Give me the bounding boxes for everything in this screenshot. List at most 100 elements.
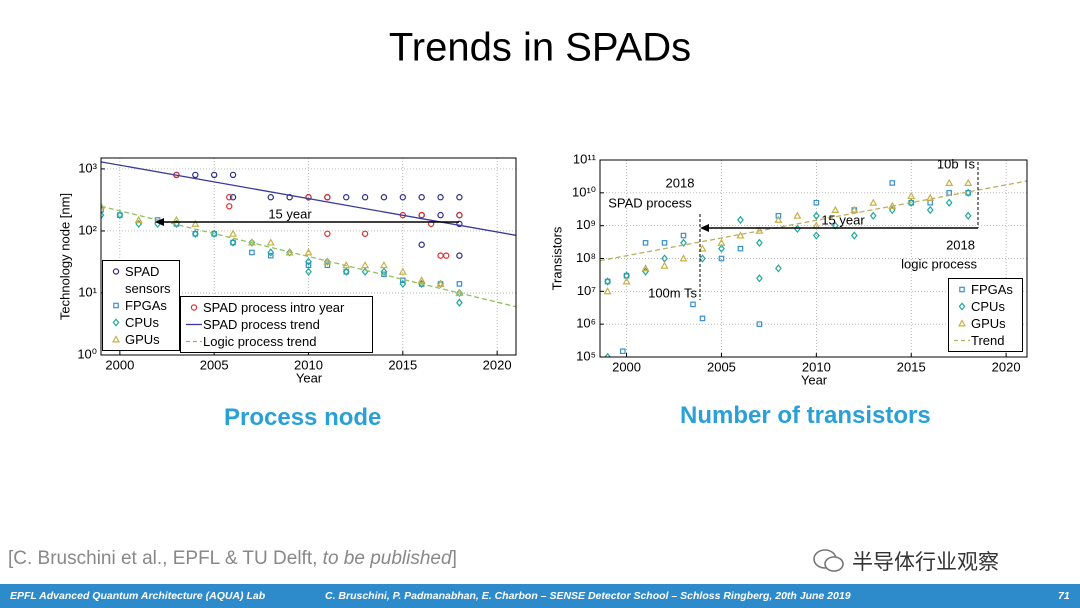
arrow-head bbox=[155, 218, 164, 226]
footer-left: EPFL Advanced Quantum Architecture (AQUA… bbox=[10, 590, 266, 602]
y-tick-label: 10⁰ bbox=[77, 346, 97, 361]
page-number: 71 bbox=[1058, 590, 1070, 602]
marker bbox=[736, 231, 745, 239]
legend-label: SPAD process trend bbox=[203, 317, 320, 332]
x-tick-label: 2020 bbox=[483, 357, 512, 372]
marker bbox=[305, 267, 312, 276]
marker bbox=[680, 232, 687, 239]
x-tick-label: 2015 bbox=[897, 359, 926, 374]
marker bbox=[361, 230, 369, 237]
annotation: 10b Ts bbox=[937, 156, 976, 171]
x-axis-label: Year bbox=[801, 372, 828, 387]
marker bbox=[437, 211, 444, 219]
marker bbox=[756, 321, 763, 327]
marker bbox=[957, 319, 967, 327]
x-tick-label: 2020 bbox=[992, 359, 1021, 374]
marker bbox=[361, 261, 370, 269]
y-tick-label: 10⁵ bbox=[576, 348, 596, 363]
marker bbox=[456, 298, 463, 307]
x-tick-label: 2005 bbox=[200, 357, 229, 372]
legend-item: SPAD process trend bbox=[185, 316, 368, 333]
x-tick-label: 2010 bbox=[294, 357, 323, 372]
marker bbox=[456, 220, 463, 228]
legend-item: FPGAs bbox=[953, 281, 1018, 298]
marker bbox=[660, 261, 669, 269]
marker bbox=[680, 238, 687, 247]
marker bbox=[443, 252, 450, 259]
watermark: 半导体行业观察 bbox=[812, 546, 999, 576]
marker bbox=[869, 211, 877, 220]
marker bbox=[869, 198, 878, 206]
marker bbox=[418, 194, 425, 201]
trend-line bbox=[600, 180, 1027, 262]
legend-swatch bbox=[957, 319, 967, 327]
marker bbox=[604, 277, 611, 286]
y-tick-label: 10⁶ bbox=[576, 316, 596, 331]
legend: SPAD process intro year SPAD process tren… bbox=[180, 296, 373, 353]
marker bbox=[112, 268, 120, 275]
marker bbox=[305, 262, 312, 269]
plot bbox=[101, 161, 516, 308]
marker bbox=[641, 264, 650, 272]
marker bbox=[831, 205, 840, 214]
annotation: 2018 bbox=[666, 175, 695, 190]
marker bbox=[380, 194, 388, 201]
marker bbox=[267, 194, 274, 201]
marker bbox=[190, 304, 198, 311]
marker bbox=[775, 264, 782, 273]
citation-text: ] bbox=[451, 548, 457, 569]
marker bbox=[737, 245, 744, 252]
marker bbox=[192, 171, 199, 179]
marker bbox=[113, 302, 119, 309]
marker bbox=[756, 274, 763, 283]
legend-label: CPUs bbox=[125, 315, 159, 330]
arrow-head bbox=[700, 224, 709, 232]
marker bbox=[342, 267, 350, 276]
marker bbox=[229, 229, 238, 237]
marker bbox=[226, 203, 233, 210]
legend-item: CPUs bbox=[953, 298, 1018, 315]
marker bbox=[926, 205, 934, 215]
legend-swatch bbox=[112, 318, 120, 327]
marker bbox=[399, 194, 407, 201]
legend-item: SPAD sensors bbox=[107, 263, 175, 297]
legend-swatch bbox=[186, 323, 202, 326]
marker bbox=[191, 219, 200, 227]
footer: EPFL Advanced Quantum Architecture (AQUA… bbox=[0, 584, 1080, 608]
marker bbox=[267, 252, 274, 259]
marker bbox=[324, 194, 331, 201]
marker bbox=[813, 199, 820, 206]
y-tick-label: 10⁷ bbox=[577, 283, 596, 298]
legend: SPAD sensors FPGAs CPUs GPUs bbox=[102, 260, 180, 351]
watermark-text: 半导体行业观察 bbox=[852, 551, 999, 574]
trend-line bbox=[101, 205, 516, 308]
legend-label: FPGAs bbox=[971, 282, 1013, 297]
legend-item: CPUs bbox=[107, 314, 175, 331]
marker bbox=[945, 178, 954, 186]
marker bbox=[324, 230, 331, 237]
annotation: 100m Ts bbox=[648, 285, 697, 300]
legend-label: SPAD sensors bbox=[125, 264, 171, 296]
marker bbox=[191, 229, 199, 238]
marker bbox=[111, 335, 121, 343]
legend-item: SPAD process intro year bbox=[185, 299, 368, 316]
y-tick-label: 10¹ bbox=[78, 284, 97, 299]
footer-center: C. Bruschini, P. Padmanabhan, E. Charbon… bbox=[325, 590, 851, 602]
plot bbox=[600, 178, 1027, 357]
marker bbox=[642, 240, 649, 246]
marker bbox=[305, 257, 312, 266]
marker bbox=[717, 238, 726, 246]
legend-item: GPUs bbox=[107, 331, 175, 348]
marker bbox=[603, 287, 612, 295]
marker bbox=[926, 193, 935, 201]
annotation: 15 year bbox=[268, 206, 312, 221]
legend-swatch bbox=[958, 302, 966, 311]
y-axis-label: Transistors bbox=[549, 226, 564, 290]
marker bbox=[718, 255, 725, 262]
plot-frame bbox=[100, 157, 517, 356]
marker bbox=[399, 279, 407, 289]
wechat-icon bbox=[813, 549, 844, 572]
caption: Number of transistors bbox=[680, 402, 931, 429]
marker bbox=[229, 171, 237, 179]
x-axis-label: Year bbox=[296, 370, 323, 385]
